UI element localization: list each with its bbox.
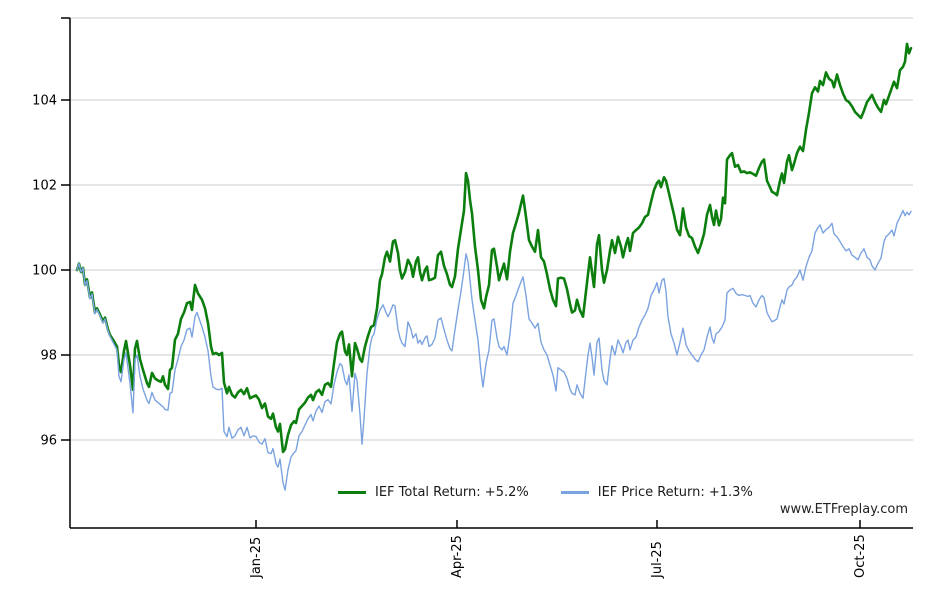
total-return-line — [75, 42, 913, 454]
y-tick-label: 100 — [32, 264, 57, 279]
x-tick-label: Apr-25 — [450, 535, 465, 578]
x-tick-label: Jul-25 — [650, 541, 665, 579]
gridlines — [70, 17, 913, 441]
y-tick-label: 102 — [32, 179, 57, 194]
legend-label-total-return: IEF Total Return: +5.2% — [375, 485, 529, 500]
price-return-line-swatch — [560, 491, 589, 494]
y-tick-label: 104 — [32, 94, 57, 109]
x-tick-label: Oct-25 — [853, 534, 868, 578]
etfreplay-watermark: www.ETFreplay.com — [779, 502, 908, 517]
legend-item-price-return: IEF Price Return: +1.3% — [560, 485, 753, 500]
y-tick-label: 96 — [40, 434, 57, 449]
legend-item-total-return: IEF Total Return: +5.2% — [338, 485, 529, 500]
total-return-line-swatch — [338, 491, 366, 494]
chart-legend: IEF Total Return: +5.2% IEF Price Return… — [338, 485, 753, 500]
legend-label-price-return: IEF Price Return: +1.3% — [597, 485, 753, 500]
x-tick-label: Jan-25 — [249, 537, 264, 579]
axis-labels: 96 98 100 102 104 Jan-25 Apr-25 Jul-25 Oct-25 — [32, 94, 868, 580]
y-tick-label: 98 — [40, 349, 57, 364]
series-lines — [75, 42, 913, 491]
axes — [61, 17, 913, 529]
price-return-line — [76, 209, 912, 491]
